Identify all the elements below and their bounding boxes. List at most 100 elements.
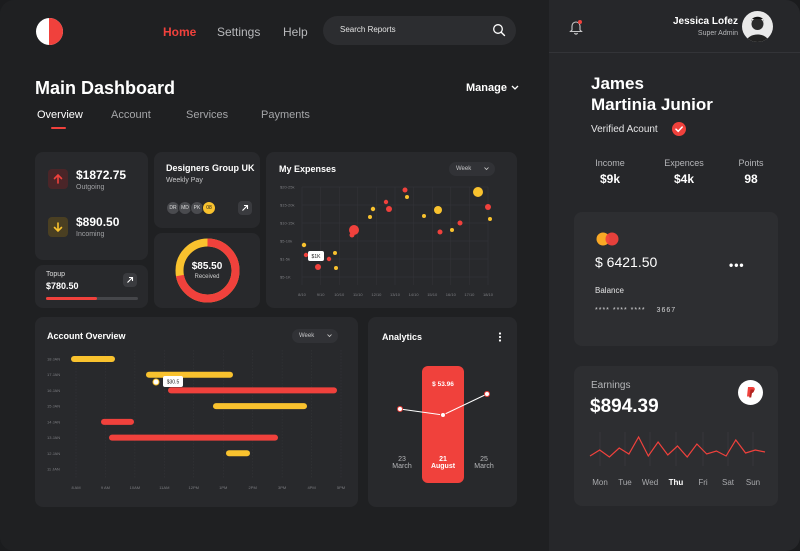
expenses-point: [301, 242, 307, 248]
manage-label: Manage: [466, 82, 507, 94]
stat-label: Points: [738, 158, 764, 168]
account-overview-chart: 18 JAN 17 JAN 16 JAN 15 JAN 14 JAN 13 JAN 12 J…: [47, 350, 345, 490]
analytics-highlight-column[interactable]: [422, 366, 464, 483]
expenses-x-tick: 18/10: [483, 292, 494, 297]
earnings-day-label[interactable]: Wed: [641, 478, 659, 487]
overview-y-tick: 15 JAN: [47, 404, 60, 409]
overview-x-tick: 2PM: [249, 485, 257, 490]
tab-services[interactable]: Services: [186, 109, 229, 121]
analytics-day-num: 23: [398, 456, 406, 463]
nav-settings[interactable]: Settings: [217, 25, 261, 39]
expenses-x-tick: 13/10: [390, 292, 401, 297]
expenses-point: [386, 206, 392, 212]
group-open-button[interactable]: [238, 201, 252, 215]
chevron-down-icon: [511, 85, 519, 91]
verified-label: Verified Acount: [591, 124, 658, 135]
avatar[interactable]: DR: [166, 201, 180, 215]
profile-last-name: Martinia Junior: [591, 95, 713, 114]
topup-card[interactable]: Topup $780.50: [35, 265, 148, 308]
outgoing-label: Outgoing: [76, 184, 105, 191]
tab-account[interactable]: Account: [111, 109, 151, 121]
expenses-card: My Expenses Week $20-25k $15-20k $10-15k $5…: [266, 152, 517, 308]
expenses-title: My Expenses: [279, 164, 337, 174]
expenses-point: [457, 220, 463, 226]
analytics-card: Analytics $ 53.96 23 March 21 August 25: [368, 317, 517, 507]
analytics-day-num: 21: [439, 456, 447, 463]
topup-open-button[interactable]: [123, 273, 137, 287]
app-logo[interactable]: [36, 18, 63, 45]
stat-value: 98: [744, 172, 758, 186]
expenses-point: [368, 215, 372, 219]
expenses-period-select[interactable]: Week: [449, 162, 495, 176]
search-icon[interactable]: [492, 23, 506, 37]
expenses-point: [434, 206, 442, 214]
group-title: Designers Group UK: [166, 163, 255, 173]
overview-y-tick: 17 JAN: [47, 372, 60, 377]
earnings-day-label[interactable]: Tue: [618, 478, 632, 487]
expenses-point: [473, 187, 483, 197]
card-number: **** **** **** 3667: [595, 307, 676, 314]
tab-payments[interactable]: Payments: [261, 109, 310, 121]
tab-overview[interactable]: Overview: [37, 109, 83, 121]
arrow-up-right-icon: [127, 276, 134, 283]
expenses-point: [315, 264, 321, 270]
avatar[interactable]: MD: [178, 201, 192, 215]
received-card: $85.50 Received: [154, 233, 260, 308]
chevron-down-icon: [484, 167, 489, 171]
stat-value: $9k: [599, 172, 621, 186]
earnings-day-label[interactable]: Mon: [592, 478, 608, 487]
analytics-day-num: 25: [480, 456, 488, 463]
expenses-point: [485, 204, 491, 210]
group-subtitle: Weekly Pay: [166, 177, 203, 184]
expenses-x-tick: 10/10: [334, 292, 345, 297]
expenses-point: [422, 214, 426, 218]
analytics-day-active: 21 August: [428, 456, 458, 470]
search-input[interactable]: Search Reports: [323, 16, 516, 45]
stat-label: Expences: [664, 158, 704, 168]
analytics-value: $ 53.96: [432, 381, 454, 388]
account-overview-card: Account Overview Week 18 JAN 17 JAN 16 JAN…: [35, 317, 358, 507]
expenses-point: [326, 256, 332, 262]
members-more-badge[interactable]: 08: [202, 201, 216, 215]
expenses-point: [450, 228, 454, 232]
earnings-day-label[interactable]: Thu: [668, 478, 684, 487]
expenses-x-tick: 17/10: [464, 292, 475, 297]
overview-bar: [101, 418, 134, 425]
outgoing-amount: $1872.75: [76, 168, 127, 182]
analytics-day-month: August: [430, 463, 456, 470]
more-vertical-icon[interactable]: [498, 332, 502, 342]
bell-icon[interactable]: [569, 19, 583, 35]
search-placeholder: Search Reports: [340, 25, 396, 34]
nav-help[interactable]: Help: [283, 25, 308, 39]
incoming-amount: $890.50: [76, 215, 120, 229]
expenses-x-tick: 8/10: [298, 292, 307, 297]
manage-dropdown[interactable]: Manage: [466, 82, 519, 94]
more-horizontal-icon[interactable]: •••: [729, 258, 745, 272]
overview-period-select[interactable]: Week: [292, 329, 338, 343]
earnings-day-label[interactable]: Fri: [698, 478, 708, 487]
paypal-icon[interactable]: [738, 380, 763, 405]
overview-x-tick: 4PM: [307, 485, 315, 490]
topup-progress: [46, 297, 138, 300]
expenses-tooltip-text: $1K: [312, 254, 322, 260]
expenses-x-tick: 14/10: [409, 292, 420, 297]
analytics-title: Analytics: [382, 332, 423, 342]
profile-first-name: James: [591, 74, 644, 93]
earnings-day-label[interactable]: Sat: [721, 478, 734, 487]
expenses-period: Week: [456, 166, 472, 172]
nav-home[interactable]: Home: [163, 25, 197, 39]
overview-y-tick: 14 JAN: [47, 419, 60, 424]
user-avatar[interactable]: [742, 11, 773, 42]
expenses-x-tick: 9/10: [317, 292, 326, 297]
overview-y-tick: 13 JAN: [47, 435, 60, 440]
earnings-day-label[interactable]: Sun: [745, 478, 761, 487]
overview-x-tick: 9 AM: [101, 485, 110, 490]
overview-y-tick: 11 JAN: [47, 467, 60, 472]
expenses-point: [370, 206, 376, 212]
expenses-point: [437, 229, 443, 235]
topup-label: Topup: [46, 271, 66, 278]
expenses-y-tick: $5-10k: [280, 239, 292, 244]
overview-y-tick: 18 JAN: [47, 357, 60, 362]
overview-x-tick: 10AM: [130, 485, 140, 490]
